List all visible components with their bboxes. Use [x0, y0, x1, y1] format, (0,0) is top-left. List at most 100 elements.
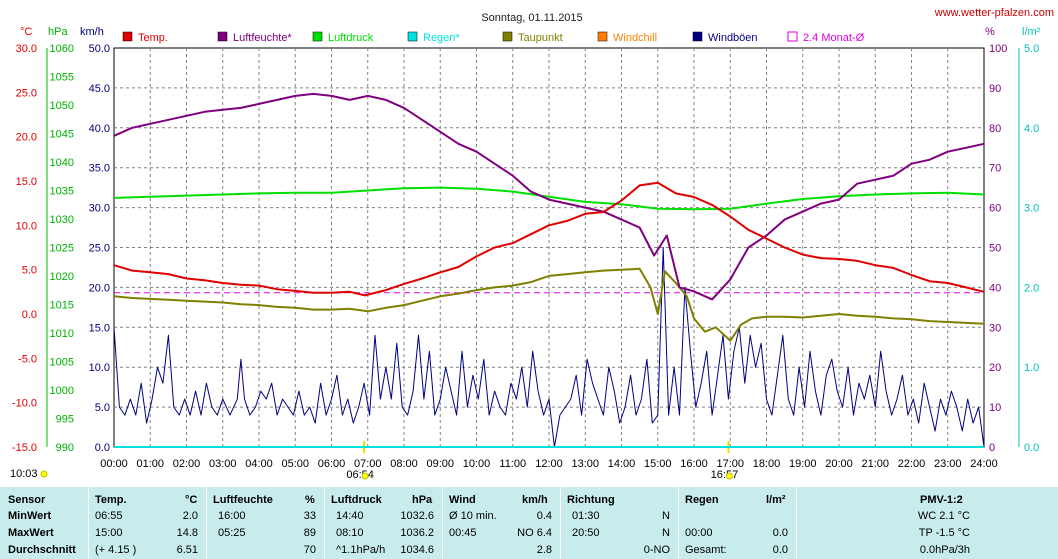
- time-tick-label: 14:00: [608, 458, 636, 470]
- humidity-tick-label: 40: [989, 282, 1001, 294]
- stats-cell-hum-val: 33: [303, 510, 316, 522]
- time-tick-label: 01:00: [136, 458, 164, 470]
- time-tick-label: 15:00: [644, 458, 672, 470]
- temp-tick-label: 15.0: [16, 176, 37, 188]
- stats-cell-label: Durchschnitt: [8, 544, 76, 556]
- sunrise-label: 06:54: [346, 469, 374, 481]
- legend-swatch: [787, 31, 798, 42]
- pressure-tick-label: 1050: [50, 100, 74, 112]
- wind-tick-label: 20.0: [89, 282, 110, 294]
- stats-divider: [442, 487, 443, 559]
- rain-tick-label: 1.0: [1024, 362, 1039, 374]
- pressure-tick-label: 1030: [50, 214, 74, 226]
- stats-cell-pmv: WC 2.1 °C: [917, 510, 970, 522]
- pressure-tick-label: 1015: [50, 300, 74, 312]
- stats-divider: [88, 487, 89, 559]
- stats-press-unit: hPa: [412, 494, 433, 506]
- stats-cell-press-val: 1036.2: [400, 527, 434, 539]
- stats-divider: [324, 487, 325, 559]
- series-line-taupunkt: [113, 267, 985, 342]
- temp-tick-label: -15.0: [12, 442, 37, 454]
- time-tick-label: 16:00: [680, 458, 708, 470]
- pressure-tick-label: 1035: [50, 186, 74, 198]
- stats-rain-header: Regen: [685, 494, 719, 506]
- time-tick-label: 24:00: [970, 458, 998, 470]
- time-tick-label: 17:00: [716, 458, 744, 470]
- pressure-tick-label: 1055: [50, 72, 74, 84]
- stats-divider: [678, 487, 679, 559]
- stats-cell-dir-time: 01:30: [572, 510, 600, 522]
- rain-tick-label: 5.0: [1024, 43, 1039, 55]
- temp-tick-label: -10.0: [12, 398, 37, 410]
- stats-cell-pmv: TP -1.5 °C: [918, 527, 970, 539]
- stats-cell-hum-val: 70: [303, 544, 316, 556]
- weather-chart: Sonntag, 01.11.2015 www.wetter-pfalzen.c…: [10, 7, 1054, 481]
- humidity-tick-label: 30: [989, 322, 1001, 334]
- temp-tick-label: 20.0: [16, 132, 37, 144]
- temp-unit-label: °C: [20, 26, 32, 38]
- time-tick-label: 03:00: [209, 458, 237, 470]
- stats-wind-header: Wind: [449, 494, 476, 506]
- stats-wind-unit: km/h: [522, 494, 548, 506]
- temp-tick-label: 0.0: [22, 309, 37, 321]
- stats-divider: [796, 487, 797, 559]
- pressure-tick-label: 1060: [50, 43, 74, 55]
- temp-tick-label: -5.0: [18, 353, 37, 365]
- rain-tick-label: 2.0: [1024, 282, 1039, 294]
- stats-cell-hum-time: 16:00: [218, 510, 246, 522]
- stats-cell-hum-val: 89: [303, 527, 316, 539]
- time-tick-label: 23:00: [934, 458, 962, 470]
- pressure-tick-label: 1020: [50, 271, 74, 283]
- wind-tick-label: 35.0: [89, 163, 110, 175]
- humidity-tick-label: 80: [989, 123, 1001, 135]
- stats-temp-unit: °C: [185, 494, 198, 506]
- stats-cell-dir-val: 0-NO: [643, 544, 670, 556]
- pressure-tick-label: 1010: [50, 328, 74, 340]
- time-tick-label: 18:00: [753, 458, 781, 470]
- legend-swatch: [502, 31, 513, 42]
- x-axis: 00:00 01:00 02:00 03:00 04:00 05:00 06:00 07:00…: [100, 441, 998, 481]
- stats-cell-wind-time: 00:45: [449, 527, 477, 539]
- stats-dir-header: Richtung: [567, 494, 615, 506]
- humidity-tick-label: 10: [989, 402, 1001, 414]
- stats-cell-press-time: 14:40: [336, 510, 364, 522]
- legend-label: Windchill: [613, 32, 657, 44]
- stats-cell-dir-val: N: [662, 510, 670, 522]
- legend-label: Taupunkt: [518, 32, 563, 44]
- wind-unit-label: km/h: [80, 26, 104, 38]
- humidity-unit-label: %: [985, 26, 995, 38]
- time-tick-label: 07:00: [354, 458, 382, 470]
- pressure-tick-label: 1045: [50, 129, 74, 141]
- stats-hum-unit: %: [305, 494, 315, 506]
- stats-cell-press-time: ^1.1hPa/h: [336, 544, 386, 556]
- time-tick-label: 09:00: [426, 458, 454, 470]
- legend-swatch: [312, 31, 323, 42]
- humidity-tick-label: 50: [989, 243, 1001, 255]
- sun-icon: [40, 470, 48, 478]
- legend-swatch: [597, 31, 608, 42]
- sunset-label: 16:57: [711, 469, 739, 481]
- time-tick-label: 02:00: [173, 458, 201, 470]
- stats-cell-dir-val: N: [662, 527, 670, 539]
- rain-tick-label: 0.0: [1024, 442, 1039, 454]
- stats-divider: [560, 487, 561, 559]
- series-line-luftdruck: [113, 186, 985, 211]
- time-tick-label: 11:00: [499, 458, 526, 470]
- grid: [114, 48, 984, 447]
- series-line-temp: [113, 181, 985, 297]
- humidity-tick-label: 70: [989, 163, 1001, 175]
- stats-cell-temp-time: 15:00: [95, 527, 123, 539]
- site-link[interactable]: www.wetter-pfalzen.com: [934, 7, 1054, 19]
- stats-cell-temp-time: 06:55: [95, 510, 123, 522]
- stats-cell-rain-val: 0.0: [772, 527, 788, 539]
- time-tick-label: 06:00: [318, 458, 346, 470]
- legend-swatch: [692, 31, 703, 42]
- stats-cell-hum-time: 05:25: [218, 527, 246, 539]
- time-tick-label: 00:00: [100, 458, 128, 470]
- stats-sensor-header: Sensor: [8, 494, 46, 506]
- time-tick-label: 05:00: [281, 458, 309, 470]
- stats-cell-press-val: 1032.6: [400, 510, 434, 522]
- legend-swatch: [217, 31, 228, 42]
- time-tick-label: 13:00: [571, 458, 599, 470]
- stats-cell-rain-time: Gesamt:: [685, 544, 727, 556]
